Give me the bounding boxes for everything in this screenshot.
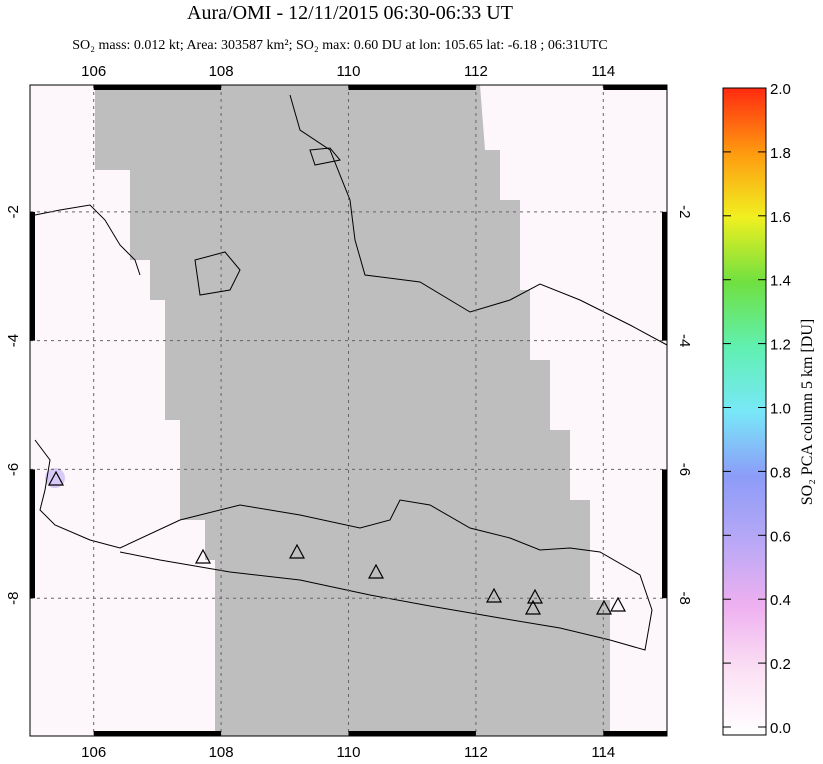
x-tick-label: 106 [81,744,106,759]
frame-bar [662,211,667,341]
x-tick-label: 110 [337,744,361,759]
title: Aura/OMI - 12/11/2015 06:30-06:33 UT [187,2,513,24]
x-tick-label: 110 [337,63,361,80]
colorbar-label: SO₂ PCA column 5 km [DU] [799,319,816,505]
swath-right [480,85,667,736]
x-tick-label: 114 [591,744,615,759]
colorbar-tick-label: 0.2 [770,656,791,673]
colorbar [722,87,767,736]
frame-bar [348,85,476,90]
y-tick-label: -6 [676,463,693,476]
graticule [30,85,667,736]
x-tick-label: 108 [209,63,234,80]
frame-bar [603,731,667,736]
y-tick-label: -4 [5,334,22,347]
colorbar-tick-label: 2.0 [770,81,791,98]
x-tick-label: 112 [464,744,488,759]
map-area [30,85,667,736]
swath-left [30,85,215,736]
x-tick-label: 108 [209,744,234,759]
colorbar-tick-label: 1.2 [770,337,791,354]
colorbar-tick-label: 0.4 [770,592,791,609]
frame-bar [30,211,35,341]
frame-bars [30,85,667,736]
x-tick-label: 114 [591,63,615,80]
colorbar-tick-label: 0.8 [770,464,791,481]
colorbar-tick-label: 1.8 [770,145,791,162]
y-tick-label: -8 [676,592,693,605]
colorbar-tick-label: 1.0 [770,401,791,418]
colorbar-tick-label: 1.4 [770,273,791,290]
colorbar-tick-label: 0.6 [770,528,791,545]
y-tick-label: -4 [676,334,693,347]
subtitle: SO₂ mass: 0.012 kt; Area: 303587 km²; SO… [72,38,607,53]
frame-bar [93,731,222,736]
ticks: 106 106 108 108 110 110 112 112 114 114 -2 -2 -4 -4 -6… [5,63,693,761]
x-tick-label: 106 [81,63,106,80]
y-tick-label: -2 [5,205,22,218]
colorbar-tick-label: 0.0 [770,720,791,737]
y-tick-label: -6 [5,463,22,476]
volcanoes [47,470,627,615]
frame-bar [603,85,667,90]
frame-bar [662,469,667,599]
x-tick-label: 112 [464,63,488,80]
frame-bar [93,85,222,90]
y-tick-label: -8 [5,592,22,605]
y-tick-label: -2 [676,205,693,218]
coastline [34,94,667,651]
frame-bar [30,469,35,599]
colorbar-tick-label: 1.6 [770,209,791,226]
frame-bar [348,731,476,736]
